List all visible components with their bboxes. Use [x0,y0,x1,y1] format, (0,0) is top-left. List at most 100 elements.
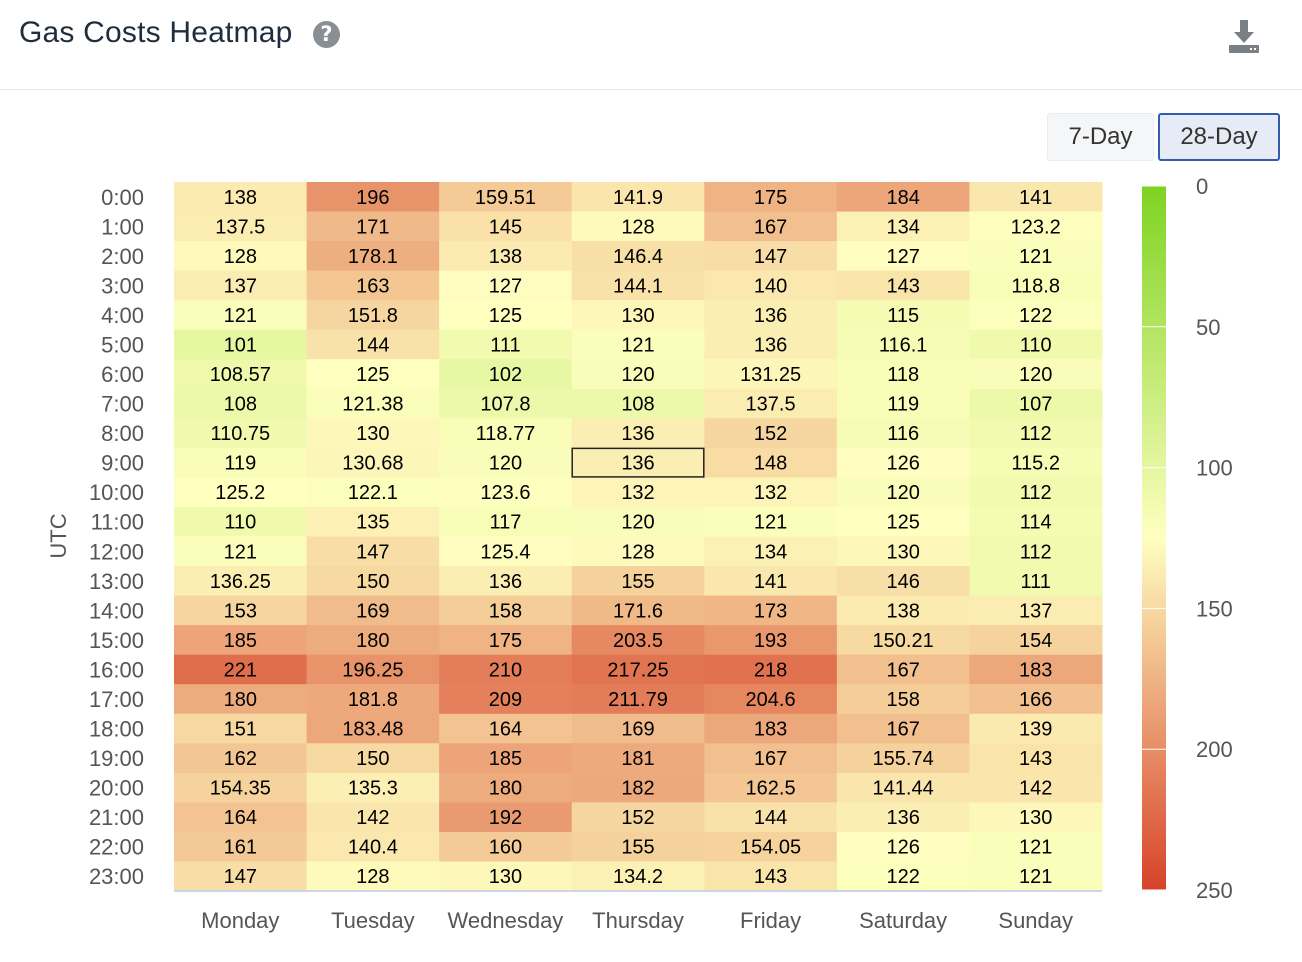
heatmap-cell[interactable] [439,536,573,567]
heatmap-cell[interactable] [174,831,308,862]
heatmap-cell[interactable] [704,861,838,892]
heatmap-cell[interactable] [836,359,970,390]
heatmap-cell[interactable] [571,595,705,626]
heatmap-cell[interactable] [571,654,705,685]
heatmap-cell[interactable] [704,566,838,597]
heatmap-cell[interactable] [969,418,1103,449]
heatmap-cell[interactable] [174,802,308,833]
heatmap-cell[interactable] [174,477,308,508]
heatmap-cell[interactable] [174,241,308,272]
heatmap-cell[interactable] [571,506,705,537]
heatmap-cell[interactable] [439,300,573,331]
heatmap-cell[interactable] [306,182,440,213]
heatmap-cell[interactable] [306,211,440,242]
heatmap-cell[interactable] [704,684,838,715]
heatmap-cell[interactable] [571,861,705,892]
heatmap-cell[interactable] [306,595,440,626]
heatmap-cell[interactable] [174,566,308,597]
heatmap-cell[interactable] [174,211,308,242]
heatmap-cell[interactable] [704,654,838,685]
heatmap-cell[interactable] [439,861,573,892]
heatmap-cell[interactable] [439,684,573,715]
heatmap-cell[interactable] [704,536,838,567]
help-circle-icon[interactable]: ? [313,21,340,48]
heatmap-cell[interactable] [439,447,573,478]
heatmap-cell[interactable] [969,802,1103,833]
heatmap-cell[interactable] [439,506,573,537]
heatmap-cell[interactable] [969,477,1103,508]
heatmap-cell[interactable] [836,211,970,242]
heatmap-cell[interactable] [836,802,970,833]
heatmap-cell[interactable] [306,418,440,449]
heatmap-cell[interactable] [836,713,970,744]
heatmap-cell[interactable] [174,684,308,715]
heatmap-cell[interactable] [571,270,705,301]
heatmap-cell[interactable] [704,831,838,862]
heatmap-cell[interactable] [439,625,573,656]
heatmap-cell[interactable] [439,359,573,390]
heatmap-cell[interactable] [439,241,573,272]
heatmap-cell[interactable] [439,831,573,862]
heatmap-cell[interactable] [704,418,838,449]
heatmap-cell[interactable] [969,270,1103,301]
heatmap-cell[interactable] [704,802,838,833]
heatmap-cell[interactable] [174,536,308,567]
heatmap-cell[interactable] [704,182,838,213]
heatmap-cell[interactable] [439,388,573,419]
heatmap-cell[interactable] [571,831,705,862]
heatmap-cell[interactable] [969,447,1103,478]
heatmap-cell[interactable] [836,418,970,449]
heatmap-cell[interactable] [969,654,1103,685]
heatmap-cell[interactable] [571,684,705,715]
heatmap-cell[interactable] [969,329,1103,360]
heatmap-cell[interactable] [306,329,440,360]
heatmap-cell[interactable] [174,388,308,419]
heatmap-cell[interactable] [836,743,970,774]
heatmap-cell[interactable] [836,270,970,301]
heatmap-cell[interactable] [571,241,705,272]
heatmap-cell[interactable] [306,625,440,656]
heatmap-cell[interactable] [704,625,838,656]
heatmap-cell[interactable] [969,831,1103,862]
heatmap-cell[interactable] [704,241,838,272]
heatmap-cell[interactable] [836,182,970,213]
heatmap-cell[interactable] [836,595,970,626]
heatmap-cell[interactable] [174,447,308,478]
heatmap-cell[interactable] [306,270,440,301]
heatmap-cell[interactable] [571,447,705,478]
heatmap-cell[interactable] [704,359,838,390]
heatmap-cell[interactable] [969,300,1103,331]
heatmap-cell[interactable] [174,654,308,685]
heatmap-cell[interactable] [969,566,1103,597]
heatmap-cell[interactable] [571,359,705,390]
heatmap-cell[interactable] [836,536,970,567]
heatmap-cell[interactable] [969,182,1103,213]
heatmap-cell[interactable] [969,743,1103,774]
heatmap-cell[interactable] [836,241,970,272]
heatmap-cell[interactable] [836,684,970,715]
heatmap-cell[interactable] [174,359,308,390]
heatmap-cell[interactable] [836,654,970,685]
heatmap-cell[interactable] [836,625,970,656]
heatmap-cell[interactable] [704,713,838,744]
heatmap-cell[interactable] [969,241,1103,272]
heatmap-cell[interactable] [439,802,573,833]
heatmap-cell[interactable] [704,388,838,419]
heatmap-cell[interactable] [439,211,573,242]
heatmap-cell[interactable] [174,506,308,537]
heatmap-cell[interactable] [836,772,970,803]
download-icon[interactable] [1226,18,1262,54]
heatmap-cell[interactable] [306,861,440,892]
heatmap-cell[interactable] [306,802,440,833]
heatmap-cell[interactable] [571,182,705,213]
heatmap-cell[interactable] [969,359,1103,390]
heatmap-cell[interactable] [571,388,705,419]
heatmap-cell[interactable] [836,329,970,360]
heatmap-cell[interactable] [306,359,440,390]
range-28day-button[interactable]: 28-Day [1158,113,1280,161]
heatmap-cell[interactable] [836,447,970,478]
heatmap-cell[interactable] [571,300,705,331]
heatmap-cell[interactable] [306,388,440,419]
heatmap-cell[interactable] [439,418,573,449]
heatmap-cell[interactable] [306,743,440,774]
